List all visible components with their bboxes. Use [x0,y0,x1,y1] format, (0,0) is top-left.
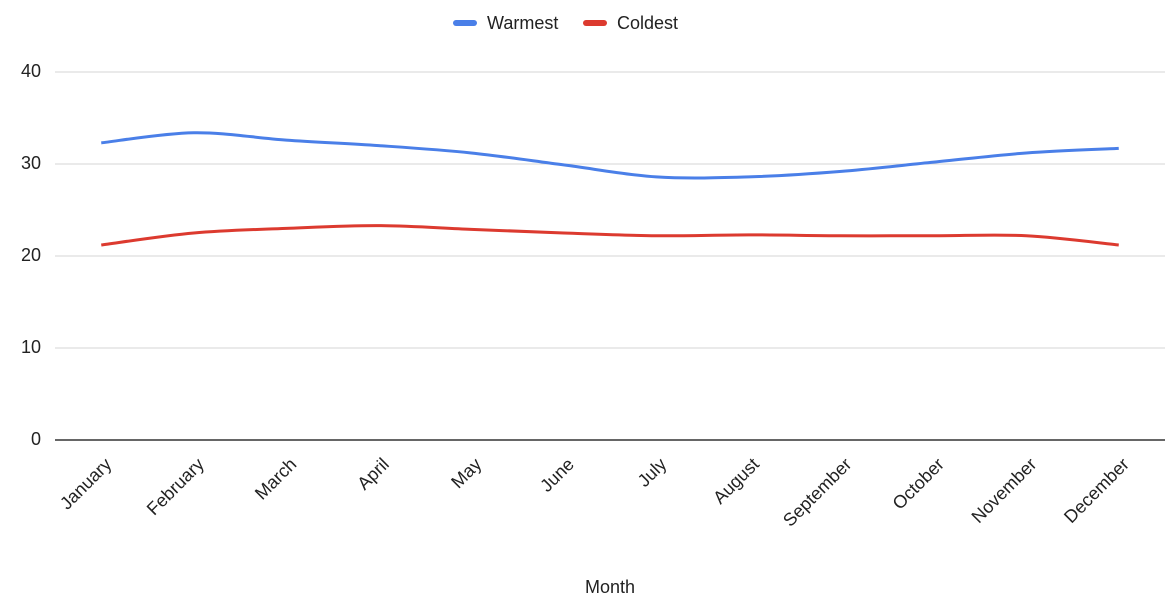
y-tick-label: 30 [21,153,41,173]
x-tick-label: December [1060,454,1133,527]
x-tick-label: October [889,454,948,513]
x-axis-title: Month [585,577,635,597]
x-tick-label: August [709,454,763,508]
legend-swatch [453,20,477,26]
x-tick-label: January [56,454,115,513]
x-tick-label: November [968,454,1041,527]
x-tick-label: June [536,454,578,496]
x-tick-label: February [143,454,208,519]
x-tick-label: September [779,454,855,530]
x-tick-label: April [353,454,393,494]
y-tick-label: 0 [31,429,41,449]
x-tick-label: March [251,454,301,504]
legend-label: Warmest [487,13,558,33]
series-line [101,224,1119,247]
y-tick-label: 10 [21,337,41,357]
x-tick-label: July [634,454,671,491]
series-line [101,131,1119,180]
legend-swatch [583,20,607,26]
y-tick-label: 20 [21,245,41,265]
legend-label: Coldest [617,13,678,33]
x-tick-label: May [447,454,485,492]
y-tick-label: 40 [21,61,41,81]
